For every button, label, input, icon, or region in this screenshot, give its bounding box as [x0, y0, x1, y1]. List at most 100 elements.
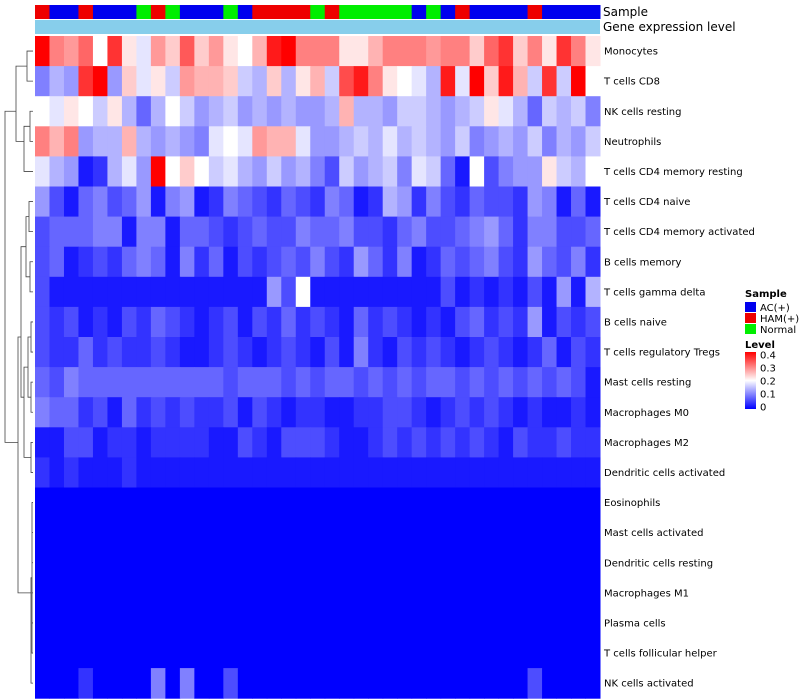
- heatmap-cell: [208, 547, 224, 579]
- heatmap-cell: [310, 276, 326, 308]
- heatmap-cell: [455, 186, 471, 218]
- heatmap-cell: [339, 607, 355, 639]
- heatmap-cell: [295, 607, 311, 639]
- heatmap-cell: [527, 156, 543, 187]
- heatmap-cell: [107, 156, 123, 187]
- heatmap-cell: [513, 457, 529, 488]
- heatmap-cell: [78, 156, 94, 187]
- heatmap-cell: [78, 397, 94, 428]
- heatmap-cell: [92, 66, 108, 97]
- heatmap-cell: [165, 487, 181, 519]
- sample-annotation-cell: [35, 5, 50, 19]
- heatmap-cell: [542, 397, 558, 428]
- heatmap-cell: [397, 337, 413, 368]
- heatmap-cell: [295, 397, 311, 428]
- heatmap-cell: [295, 517, 311, 549]
- dendrogram-branch: [17, 336, 31, 594]
- heatmap-cell: [339, 577, 355, 609]
- heatmap-cell: [571, 577, 587, 609]
- heatmap-cell: [513, 156, 529, 187]
- heatmap-cell: [310, 577, 326, 609]
- heatmap-cell: [223, 517, 239, 549]
- heatmap-cell: [165, 276, 181, 308]
- heatmap-cell: [484, 638, 500, 669]
- heatmap-cell: [237, 126, 253, 157]
- heatmap-cell: [208, 337, 224, 368]
- heatmap-cell: [440, 36, 456, 67]
- heatmap-cell: [107, 246, 123, 278]
- heatmap-cell: [150, 216, 166, 248]
- heatmap-cell: [353, 547, 369, 579]
- heatmap-cell: [49, 638, 65, 669]
- heatmap-cell: [49, 216, 65, 248]
- heatmap-cell: [121, 517, 137, 549]
- heatmap-cell: [281, 156, 297, 187]
- row-label: Mast cells resting: [604, 378, 691, 389]
- heatmap-cell: [208, 517, 224, 549]
- heatmap-cell: [237, 276, 253, 308]
- heatmap-cell: [237, 306, 253, 338]
- heatmap-cell: [281, 126, 297, 157]
- heatmap-cell: [397, 66, 413, 97]
- heatmap-cell: [121, 36, 137, 67]
- heatmap-cell: [237, 186, 253, 218]
- heatmap-cell: [339, 397, 355, 428]
- heatmap-cell: [121, 306, 137, 338]
- heatmap-cell: [440, 126, 456, 157]
- heatmap-cell: [440, 397, 456, 428]
- heatmap-cell: [237, 457, 253, 488]
- heatmap-cell: [92, 547, 108, 579]
- heatmap-cell: [469, 306, 485, 338]
- heatmap-cell: [223, 216, 239, 248]
- heatmap-cell: [252, 638, 268, 669]
- sample-annotation-cell: [208, 5, 224, 19]
- heatmap-cell: [527, 36, 543, 67]
- heatmap-cell: [63, 246, 79, 278]
- heatmap-cell: [382, 216, 398, 248]
- heatmap-cell: [542, 487, 558, 519]
- heatmap-cell: [324, 156, 340, 187]
- legend-level-tick: 0.2: [760, 377, 776, 388]
- heatmap-cell: [513, 246, 529, 278]
- heatmap-cell: [35, 577, 50, 609]
- heatmap-cell: [324, 337, 340, 368]
- heatmap-cell: [527, 577, 543, 609]
- sample-annotation-label: Sample: [603, 5, 648, 19]
- heatmap-cell: [455, 517, 471, 549]
- heatmap-cell: [35, 276, 50, 308]
- heatmap-cell: [49, 487, 65, 519]
- heatmap-cell: [35, 547, 50, 579]
- heatmap-cell: [513, 607, 529, 639]
- heatmap-cell: [266, 306, 282, 338]
- heatmap-cell: [426, 36, 442, 67]
- heatmap-cell: [35, 367, 50, 398]
- heatmap-cell: [426, 186, 442, 218]
- heatmap-cell: [542, 96, 558, 127]
- dendrogram-branch: [15, 65, 27, 142]
- heatmap-cell: [455, 36, 471, 67]
- heatmap-cell: [281, 66, 297, 97]
- heatmap-cell: [397, 607, 413, 639]
- heatmap-cell: [411, 668, 427, 699]
- heatmap-cell: [426, 276, 442, 308]
- heatmap-cell: [382, 577, 398, 609]
- heatmap-cell: [324, 96, 340, 127]
- heatmap-cell: [281, 276, 297, 308]
- heatmap-cell: [150, 66, 166, 97]
- sample-annotation-cell: [455, 5, 471, 19]
- row-labels: Monocytes T cells CD8 NK cells resting Neut…: [603, 47, 755, 690]
- dendrogram-branch: [30, 577, 33, 684]
- heatmap-cell: [469, 36, 485, 67]
- heatmap-cell: [498, 306, 514, 338]
- heatmap-cell: [455, 397, 471, 428]
- heatmap-cell: [78, 577, 94, 609]
- heatmap-cell: [165, 216, 181, 248]
- heatmap-cell: [556, 668, 572, 699]
- heatmap-cell: [92, 367, 108, 398]
- heatmap-cell: [223, 668, 239, 699]
- heatmap-cell: [165, 577, 181, 609]
- heatmap-cell: [179, 337, 195, 368]
- heatmap-cell: [585, 607, 601, 639]
- heatmap-cell: [440, 306, 456, 338]
- heatmap-cell: [136, 517, 152, 549]
